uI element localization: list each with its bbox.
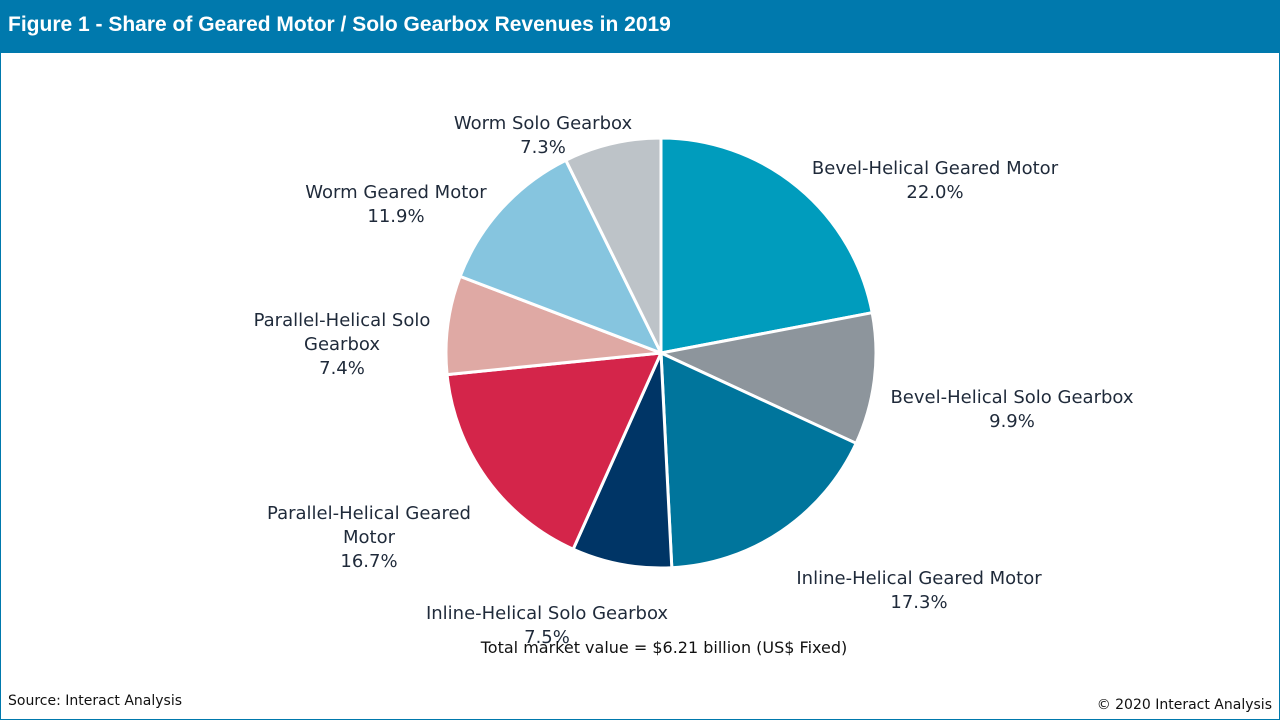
slice-label-bevel-helical-solo-gearbox: Bevel-Helical Solo Gearbox 9.9% — [890, 387, 1134, 432]
pie-slice-parallel-helical-geared-motor — [445, 351, 663, 551]
slice-label-inline-helical-solo-gearbox: Inline-Helical Solo Gearbox 7.5% — [425, 603, 669, 648]
slice-label-worm-geared-motor: Worm Geared Motor 11.9% — [305, 182, 487, 227]
pie-slice-worm-geared-motor — [458, 158, 663, 355]
total-market-value: Total market value = $6.21 billion (US$ … — [480, 638, 848, 657]
source-note: Source: Interact Analysis — [8, 693, 183, 709]
pie-slice-worm-solo-gearbox — [564, 136, 663, 355]
pie-slice-bevel-helical-geared-motor — [659, 136, 874, 355]
pie-slice-inline-helical-solo-gearbox — [571, 351, 674, 570]
copyright-note: © 2020 Interact Analysis — [1096, 697, 1272, 713]
slice-label-worm-solo-gearbox: Worm Solo Gearbox 7.3% — [453, 113, 633, 158]
header-bar: Figure 1 - Share of Geared Motor / Solo … — [0, 0, 1280, 53]
pie-slice-inline-helical-geared-motor — [659, 351, 858, 570]
slice-label-parallel-helical-geared-motor: Parallel-Helical Geared Motor 16.7% — [267, 503, 471, 572]
slice-label-parallel-helical-solo-gearbox: Parallel-Helical Solo Gearbox 7.4% — [253, 310, 431, 379]
pie-slice-parallel-helical-solo-gearbox — [444, 274, 663, 377]
slice-label-bevel-helical-geared-motor: Bevel-Helical Geared Motor 22.0% — [811, 158, 1059, 203]
pie-slice-bevel-helical-solo-gearbox — [659, 311, 878, 445]
slice-label-inline-helical-geared-motor: Inline-Helical Geared Motor 17.3% — [796, 568, 1042, 613]
chart-title: Figure 1 - Share of Geared Motor / Solo … — [8, 13, 671, 36]
